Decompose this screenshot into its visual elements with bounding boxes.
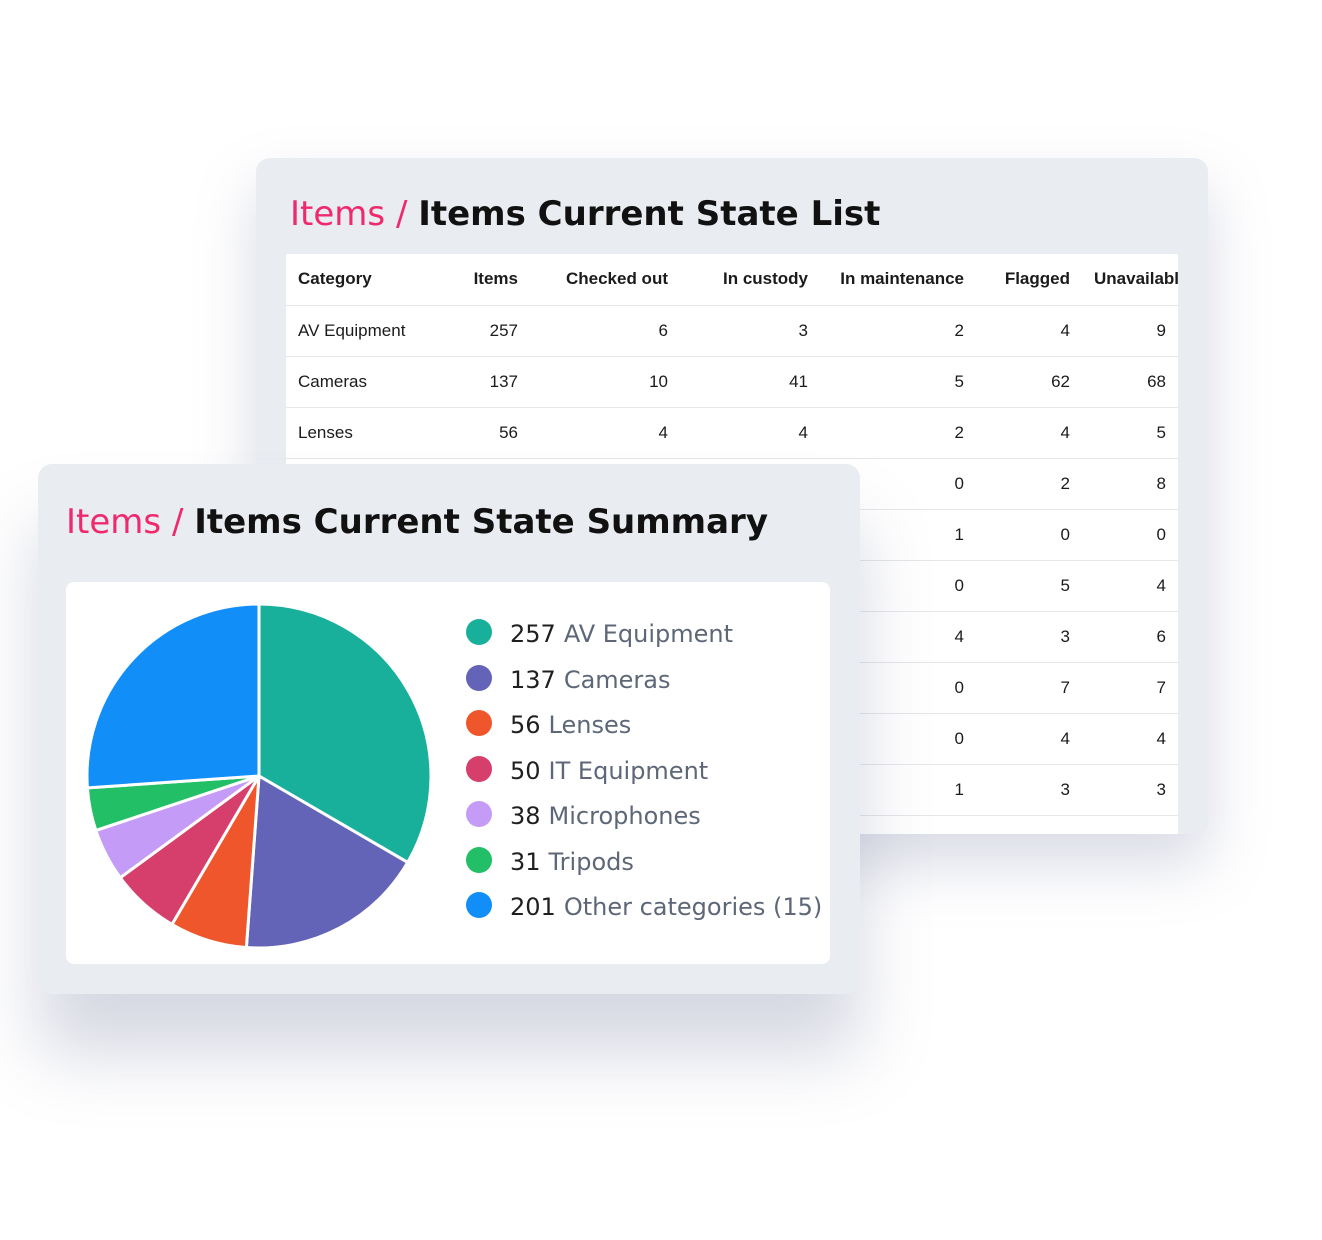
cell-in-custody: 4 xyxy=(680,407,820,459)
pie-slice-av-equipment[interactable] xyxy=(257,602,433,865)
list-panel-title: Items / Items Current State List xyxy=(290,194,880,234)
column-header-in-maintenance[interactable]: In maintenance xyxy=(820,254,976,306)
table-header-row: Category Items Checked out In custody In… xyxy=(286,254,1178,306)
cell-flagged: 2 xyxy=(976,458,1082,510)
cell-unavailable: 3 xyxy=(1082,764,1178,816)
legend-label: Tripods xyxy=(548,847,634,876)
breadcrumb-separator: / xyxy=(395,194,408,234)
page-title: Items Current State List xyxy=(418,194,881,234)
column-header-flagged[interactable]: Flagged xyxy=(976,254,1082,306)
cell-unavailable: 7 xyxy=(1082,662,1178,714)
cell-items: 257 xyxy=(438,305,530,357)
cell-items: 137 xyxy=(438,356,530,408)
cell-checked-out: 6 xyxy=(530,305,680,357)
summary-panel-title: Items / Items Current State Summary xyxy=(66,502,768,542)
legend-count: 257 xyxy=(510,620,556,648)
legend-count: 201 xyxy=(510,893,556,921)
legend-count: 31 xyxy=(510,847,541,876)
legend-count: 38 xyxy=(510,802,541,830)
cell-flagged: 4 xyxy=(976,407,1082,459)
cell-flagged: 4 xyxy=(976,305,1082,357)
pie-chart xyxy=(85,602,433,950)
breadcrumb-items-link[interactable]: Items xyxy=(290,194,386,234)
cell-category: AV Equipment xyxy=(286,305,438,357)
legend-swatch-icon xyxy=(466,801,492,827)
cell-flagged: 5 xyxy=(976,560,1082,612)
legend-count: 137 xyxy=(510,665,556,694)
legend-swatch-icon xyxy=(466,664,492,691)
cell-unavailable: 4 xyxy=(1082,713,1178,765)
table-row[interactable]: AV Equipment 257 6 3 2 4 9 xyxy=(286,305,1178,357)
pie-slice-cameras[interactable] xyxy=(244,773,410,950)
legend-label: Lenses xyxy=(548,711,632,739)
cell-unavailable: 8 xyxy=(1082,458,1178,510)
legend-value: 50 IT Equipment xyxy=(510,757,708,785)
legend-label: AV Equipment xyxy=(563,620,734,648)
cell-unavailable: 9 xyxy=(1082,305,1178,357)
legend-value: 31 Tripods xyxy=(510,848,634,876)
legend-swatch-icon xyxy=(466,892,492,918)
pie-chart-card: 257 AV Equipment 137 Cameras 56 Lenses 50 IT Eq… xyxy=(66,582,830,964)
cell-in-custody: 3 xyxy=(680,305,820,357)
cell-checked-out: 4 xyxy=(530,407,680,459)
legend-label: Microphones xyxy=(548,802,701,830)
cell-unavailable: 6 xyxy=(1082,611,1178,663)
legend-swatch-icon xyxy=(466,710,492,736)
legend-label: IT Equipment xyxy=(548,756,709,785)
cell-in-maintenance: 2 xyxy=(820,407,976,459)
legend-label: Other categories (15) xyxy=(563,893,823,921)
pie-slice-other-categories[interactable] xyxy=(85,602,261,790)
cell-checked-out: 10 xyxy=(530,356,680,408)
cell-unavailable: 0 xyxy=(1082,509,1178,561)
cell-flagged: 62 xyxy=(976,356,1082,408)
legend-value: 38 Microphones xyxy=(510,802,701,830)
column-header-in-custody[interactable]: In custody xyxy=(680,254,820,306)
legend-swatch-icon xyxy=(466,846,492,873)
cell-items: 56 xyxy=(438,407,530,459)
column-header-checked-out[interactable]: Checked out xyxy=(530,254,680,306)
cell-flagged: 7 xyxy=(976,662,1082,714)
table-row[interactable]: Lenses 56 4 4 2 4 5 xyxy=(286,407,1178,459)
cell-category: Lenses xyxy=(286,407,438,459)
cell-flagged: 3 xyxy=(976,611,1082,663)
column-header-unavailable[interactable]: Unavailable xyxy=(1082,254,1178,306)
cell-flagged: 4 xyxy=(976,713,1082,765)
cell-flagged: 0 xyxy=(976,509,1082,561)
cell-in-maintenance: 2 xyxy=(820,305,976,357)
legend-swatch-icon xyxy=(466,619,492,645)
legend-value: 257 AV Equipment xyxy=(510,620,733,648)
summary-title: Items Current State Summary xyxy=(194,502,768,542)
breadcrumb-separator: / xyxy=(171,502,184,542)
legend-value: 201 Other categories (15) xyxy=(510,893,822,921)
cell-category: Cameras xyxy=(286,356,438,408)
column-header-category[interactable]: Category xyxy=(286,254,438,306)
cell-flagged: 3 xyxy=(976,764,1082,816)
column-header-items[interactable]: Items xyxy=(438,254,530,306)
legend-value: 137 Cameras xyxy=(510,666,671,694)
table-row[interactable]: Cameras 137 10 41 5 62 68 xyxy=(286,356,1178,408)
cell-unavailable: 5 xyxy=(1082,407,1178,459)
breadcrumb-items-link[interactable]: Items xyxy=(66,502,162,542)
legend-count: 50 xyxy=(510,756,541,785)
legend-label: Cameras xyxy=(563,665,671,694)
items-current-state-summary-panel: Items / Items Current State Summary 257 A… xyxy=(38,464,860,994)
cell-unavailable: 68 xyxy=(1082,356,1178,408)
cell-unavailable: 4 xyxy=(1082,560,1178,612)
legend-swatch-icon xyxy=(466,755,492,782)
legend-count: 56 xyxy=(510,711,541,739)
legend-value: 56 Lenses xyxy=(510,711,631,739)
cell-in-custody: 41 xyxy=(680,356,820,408)
cell-in-maintenance: 5 xyxy=(820,356,976,408)
